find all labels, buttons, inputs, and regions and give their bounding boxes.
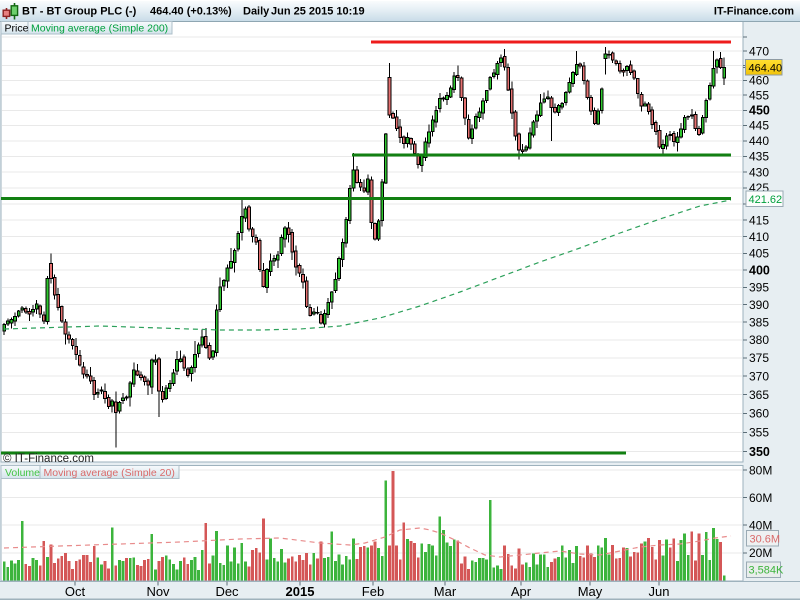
svg-text:460: 460: [749, 74, 769, 88]
svg-text:30.6M: 30.6M: [750, 533, 781, 545]
svg-text:40M: 40M: [749, 519, 772, 533]
svg-text:415: 415: [749, 214, 769, 228]
svg-text:385: 385: [749, 315, 769, 329]
svg-text:365: 365: [749, 388, 769, 402]
svg-text:400: 400: [749, 264, 770, 278]
svg-text:350: 350: [749, 445, 770, 459]
svg-text:Jun: Jun: [649, 584, 670, 599]
svg-text:3,584K: 3,584K: [749, 565, 785, 577]
svg-text:Moving average (Simple 20): Moving average (Simple 20): [44, 467, 175, 479]
svg-text:May: May: [578, 584, 603, 599]
svg-text:Price: Price: [5, 22, 29, 34]
svg-text:20M: 20M: [749, 546, 772, 560]
svg-text:375: 375: [749, 351, 769, 365]
svg-text:445: 445: [749, 119, 769, 133]
svg-text:380: 380: [749, 333, 769, 347]
svg-text:Moving average (Simple 200): Moving average (Simple 200): [31, 22, 168, 34]
svg-text:Nov: Nov: [146, 584, 170, 599]
svg-text:395: 395: [749, 281, 769, 295]
svg-text:2015: 2015: [286, 584, 315, 599]
svg-text:Feb: Feb: [362, 584, 384, 599]
svg-text:355: 355: [749, 426, 769, 440]
svg-text:390: 390: [749, 298, 769, 312]
svg-text:Dec: Dec: [215, 584, 239, 599]
svg-text:© IT-Finance.com: © IT-Finance.com: [3, 453, 94, 465]
svg-text:Mar: Mar: [434, 584, 457, 599]
svg-text:Daily: Daily: [243, 6, 270, 18]
svg-text:470: 470: [749, 45, 769, 59]
svg-text:405: 405: [749, 247, 769, 261]
svg-text:Jun 25 2015 10:19: Jun 25 2015 10:19: [271, 6, 365, 18]
svg-text:60M: 60M: [749, 491, 772, 505]
svg-text:Oct: Oct: [65, 584, 86, 599]
svg-text:BT - BT Group PLC (-): BT - BT Group PLC (-): [22, 6, 137, 18]
svg-text:464.40: 464.40: [749, 63, 783, 75]
svg-text:421.62: 421.62: [749, 194, 783, 206]
svg-text:80M: 80M: [749, 463, 772, 477]
svg-text:360: 360: [749, 407, 769, 421]
svg-text:464.40 (+0.13%): 464.40 (+0.13%): [150, 6, 232, 18]
svg-text:Apr: Apr: [511, 584, 532, 599]
svg-text:455: 455: [749, 89, 769, 103]
svg-text:370: 370: [749, 369, 769, 383]
svg-text:IT-Finance.com: IT-Finance.com: [714, 6, 794, 18]
svg-text:430: 430: [749, 165, 769, 179]
svg-text:435: 435: [749, 150, 769, 164]
svg-text:450: 450: [749, 104, 770, 118]
svg-text:410: 410: [749, 230, 769, 244]
svg-text:Volume: Volume: [5, 467, 40, 479]
svg-text:440: 440: [749, 134, 769, 148]
